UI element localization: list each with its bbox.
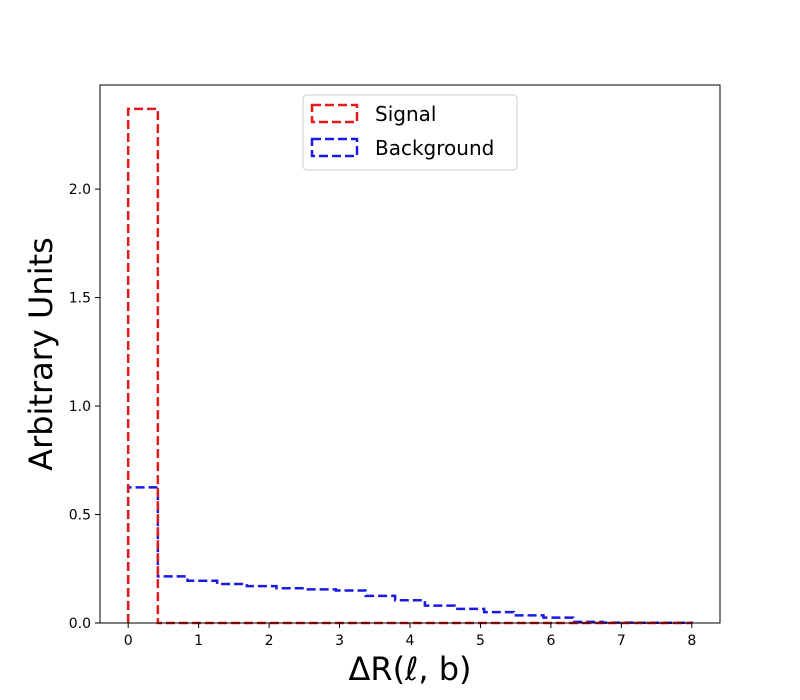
legend-label-signal: Signal (375, 102, 436, 126)
x-tick-label: 0 (124, 633, 133, 649)
x-tick-label: 3 (335, 633, 344, 649)
x-tick-label: 2 (265, 633, 274, 649)
plot-area (100, 85, 720, 623)
x-axis-ticks: 0 1 2 3 4 5 6 7 8 (124, 623, 696, 649)
x-tick-label: 8 (687, 633, 696, 649)
legend-label-background: Background (375, 136, 494, 160)
plot-frame (99, 84, 721, 624)
x-axis-title: ΔR(ℓ, b) (349, 650, 472, 688)
y-tick-label: 1.0 (69, 399, 91, 415)
y-axis-title: Arbitrary Units (22, 237, 60, 471)
y-tick-label: 1.5 (69, 291, 91, 307)
legend-swatch-signal (310, 103, 359, 124)
legend-swatch-background (310, 137, 359, 158)
y-tick-label: 0.5 (69, 508, 91, 524)
y-tick-label: 2.0 (69, 182, 91, 198)
y-axis-ticks: 0.0 0.5 1.0 1.5 2.0 (69, 182, 100, 632)
x-tick-label: 4 (406, 633, 415, 649)
x-tick-label: 6 (546, 633, 555, 649)
series-background-line (126, 486, 694, 625)
x-tick-label: 5 (476, 633, 485, 649)
x-tick-label: 1 (194, 633, 203, 649)
legend: Signal Background (302, 94, 518, 171)
y-tick-label: 0.0 (69, 616, 91, 632)
x-tick-label: 7 (617, 633, 626, 649)
